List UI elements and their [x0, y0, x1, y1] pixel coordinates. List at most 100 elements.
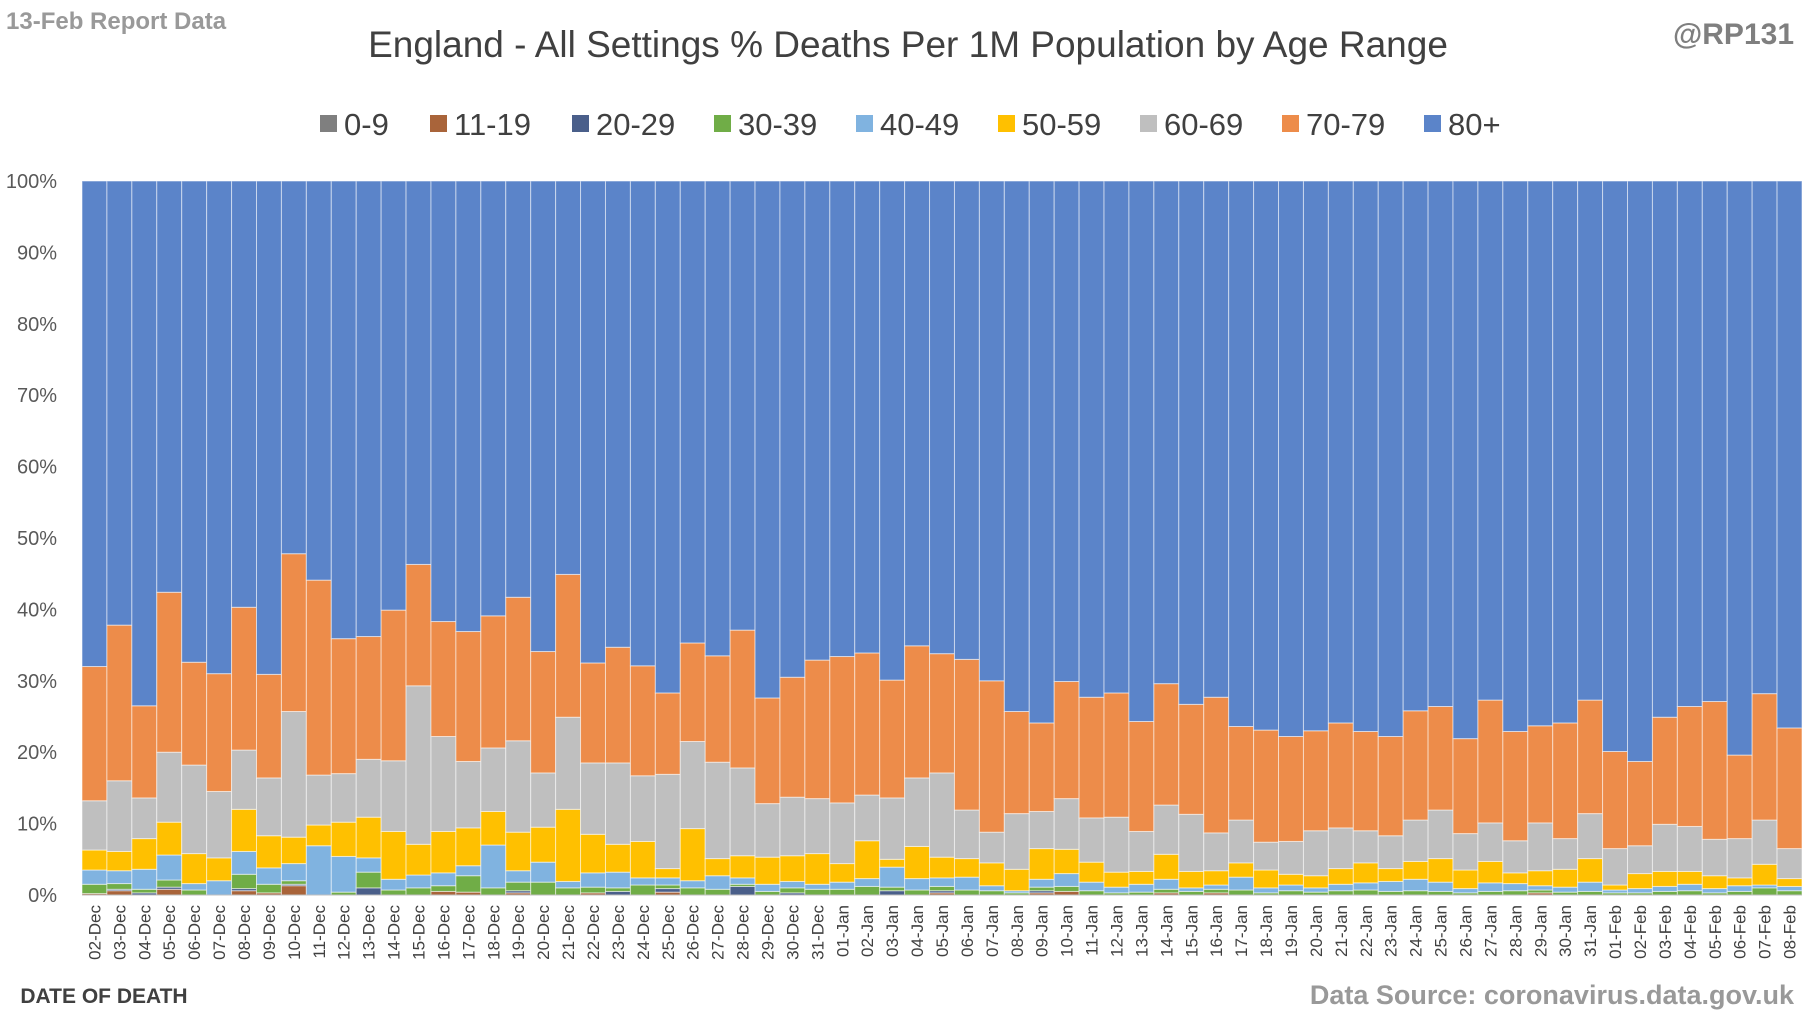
bar-segment-80plus-15-jan — [1178, 180, 1205, 705]
bar-segment-80plus-27-dec — [704, 180, 731, 657]
bar-segment-60-69-27-dec — [704, 761, 731, 860]
bar-segment-80plus-28-dec — [729, 180, 756, 631]
x-tick-label: 19-Dec — [509, 905, 528, 960]
bar-segment-40-49-21-jan — [1327, 883, 1354, 892]
bar-segment-11-19-10-jan — [1053, 890, 1080, 896]
bar-segment-70-79-07-jan — [978, 680, 1005, 833]
bar-segment-70-79-26-jan — [1452, 738, 1479, 835]
bar-segment-70-79-28-dec — [729, 629, 756, 769]
bar-segment-80plus-31-dec — [804, 180, 831, 661]
x-tick-label: 29-Jan — [1531, 905, 1550, 957]
bar-segment-80plus-16-dec — [430, 180, 457, 623]
bar-segment-40-49-25-dec — [654, 877, 681, 886]
bar-segment-80plus-16-jan — [1203, 180, 1230, 698]
bar-segment-80plus-24-dec — [629, 180, 656, 667]
bar-segment-60-69-21-jan — [1327, 827, 1354, 870]
chart-title: England - All Settings % Deaths Per 1M P… — [368, 24, 1448, 65]
bar-segment-60-69-31-jan — [1577, 813, 1604, 860]
x-tick-label: 14-Jan — [1157, 905, 1176, 957]
bar-segment-60-69-04-dec — [131, 797, 158, 840]
bar-segment-50-59-04-feb — [1676, 870, 1703, 885]
bar-segment-60-69-14-jan — [1153, 804, 1180, 855]
bar-segment-30-39-22-dec — [580, 886, 606, 894]
legend-item-40-49: 40-49 — [856, 107, 959, 142]
bar-segment-70-79-17-dec — [455, 631, 482, 762]
bar-segment-20-29-28-dec — [729, 885, 756, 896]
y-tick-label: 10% — [17, 814, 57, 836]
legend-label-40-49: 40-49 — [880, 107, 959, 142]
bar-segment-30-39-24-jan — [1402, 890, 1429, 896]
legend-swatch-40-49 — [856, 115, 873, 132]
bar-segment-80plus-26-dec — [679, 180, 706, 644]
bar-segment-20-29-23-dec — [604, 890, 631, 896]
bar-segment-40-49-31-jan — [1577, 881, 1604, 892]
bar-segment-30-39-13-dec — [355, 871, 382, 889]
bar-segment-50-59-13-dec — [355, 816, 382, 859]
bar-segment-70-79-02-feb — [1627, 760, 1653, 847]
x-tick-label: 20-Dec — [534, 905, 553, 960]
bar-segment-60-69-01-jan — [829, 802, 856, 865]
bar-segment-70-79-01-feb — [1602, 750, 1629, 850]
bar-segment-40-49-14-dec — [380, 878, 407, 891]
bar-segment-70-79-08-jan — [1003, 711, 1030, 815]
bar-segment-60-69-08-dec — [231, 749, 258, 810]
bar-segment-80plus-11-dec — [305, 180, 332, 581]
bar-segment-60-69-04-jan — [904, 777, 931, 847]
bar-segment-70-79-04-feb — [1676, 706, 1703, 827]
bar-segment-50-59-06-dec — [181, 853, 208, 885]
bar-segment-50-59-09-dec — [255, 835, 282, 869]
x-axis-title: DATE OF DEATH — [20, 985, 188, 1008]
bar-segment-50-59-16-dec — [430, 830, 457, 874]
bar-segment-80plus-17-dec — [455, 180, 482, 633]
bar-segment-30-39-04-jan — [904, 889, 931, 896]
x-tick-label: 02-Dec — [86, 905, 105, 960]
bar-segment-80plus-07-feb — [1751, 180, 1778, 695]
y-tick-label: 70% — [17, 385, 57, 407]
bar-segment-80plus-21-dec — [555, 180, 582, 575]
bar-segment-50-59-05-feb — [1701, 875, 1728, 890]
bar-segment-70-79-27-jan — [1477, 699, 1504, 824]
bar-segment-30-39-01-jan — [829, 888, 856, 896]
bar-segment-40-49-10-jan — [1053, 873, 1080, 887]
bar-segment-40-49-03-jan — [879, 866, 906, 888]
bar-segment-60-69-05-feb — [1701, 838, 1728, 877]
bar-segment-60-69-14-dec — [380, 760, 407, 832]
x-tick-label: 31-Dec — [808, 905, 827, 960]
bar-segment-60-69-27-jan — [1477, 822, 1504, 862]
bar-segment-40-49-23-jan — [1377, 880, 1404, 892]
x-tick-label: 04-Jan — [908, 905, 927, 957]
x-tick-label: 29-Dec — [759, 905, 778, 960]
x-tick-label: 22-Jan — [1357, 905, 1376, 957]
bar-segment-30-39-19-dec — [505, 881, 532, 892]
bar-segment-40-49-13-jan — [1128, 883, 1155, 893]
bar-segment-40-49-04-jan — [904, 878, 931, 891]
bar-segment-60-69-06-feb — [1726, 838, 1753, 879]
x-tick-label: 01-Jan — [833, 905, 852, 957]
bar-segment-80plus-05-feb — [1701, 180, 1728, 703]
bar-segment-30-39-03-feb — [1651, 890, 1678, 896]
x-tick-label: 04-Dec — [135, 905, 154, 960]
bar-segment-80plus-08-feb — [1776, 180, 1803, 729]
bar-segment-40-49-21-dec — [555, 880, 582, 889]
bar-segment-30-39-06-dec — [181, 889, 208, 896]
bar-segment-40-49-23-dec — [604, 871, 631, 889]
bar-segment-40-49-09-jan — [1028, 878, 1055, 888]
bar-segment-50-59-25-jan — [1427, 858, 1454, 883]
x-tick-label: 27-Dec — [709, 905, 728, 960]
bar-segment-50-59-05-dec — [156, 821, 183, 856]
x-tick-label: 22-Dec — [584, 905, 603, 960]
bar-segment-70-79-08-feb — [1776, 727, 1803, 850]
bar-segment-80plus-07-dec — [206, 180, 233, 675]
bar-segment-60-69-07-feb — [1751, 819, 1778, 865]
bar-segment-30-39-14-dec — [380, 889, 407, 896]
bar-segment-60-69-15-jan — [1178, 813, 1205, 872]
bar-segment-60-69-24-jan — [1402, 819, 1429, 862]
bar-segment-50-59-18-jan — [1253, 869, 1280, 889]
bar-segment-60-69-16-jan — [1203, 832, 1230, 872]
bar-segment-80plus-21-jan — [1327, 180, 1354, 724]
bar-segment-60-69-15-dec — [405, 685, 432, 845]
bar-segment-50-59-04-dec — [131, 838, 158, 870]
bar-segment-80plus-12-dec — [330, 180, 357, 640]
bar-segment-80plus-31-jan — [1577, 180, 1604, 701]
